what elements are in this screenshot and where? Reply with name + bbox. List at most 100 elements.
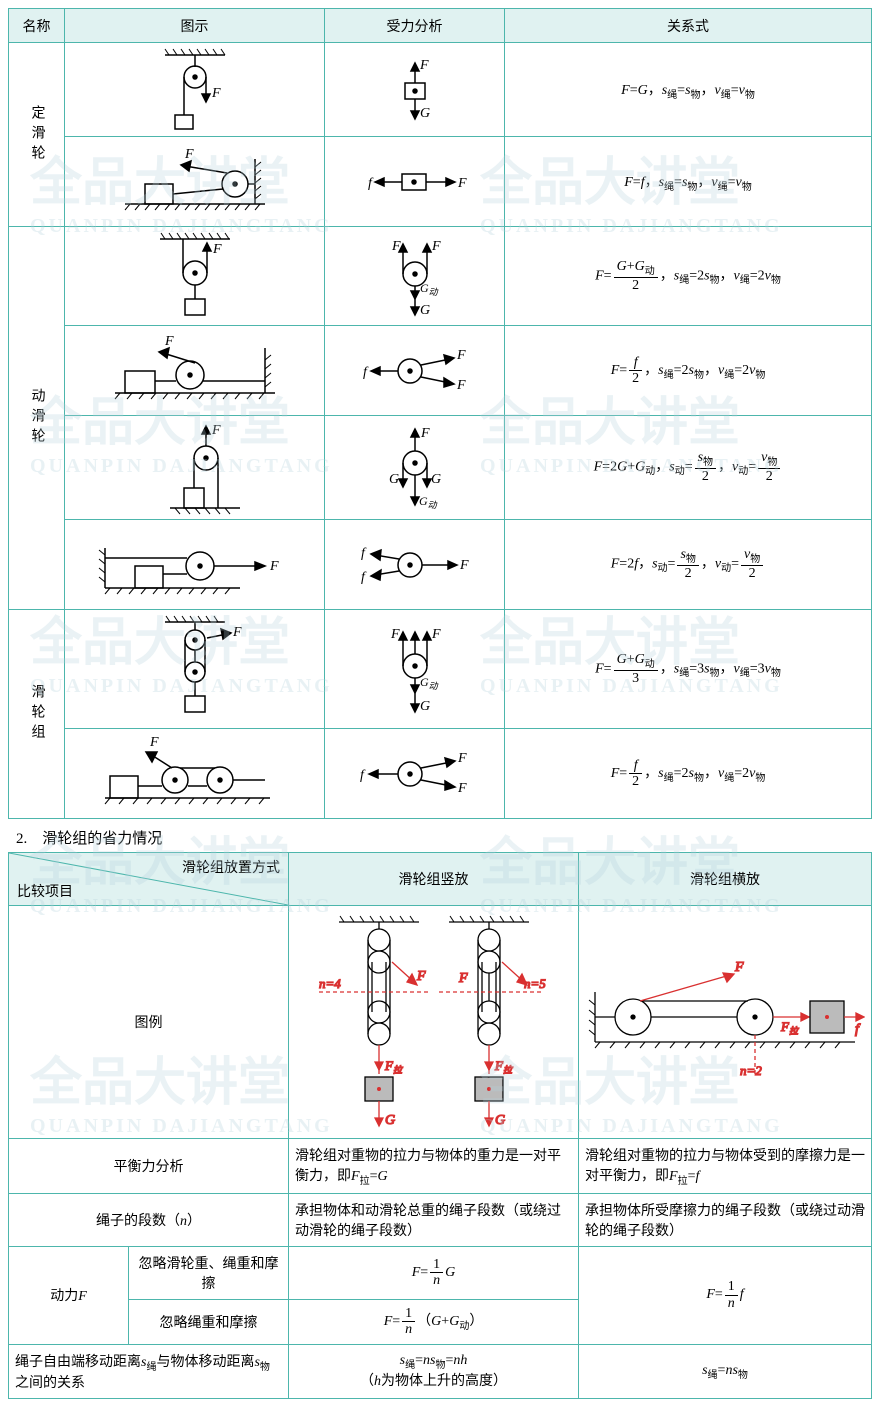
diagonal-header: 滑轮组放置方式 比较项目 [9, 853, 289, 906]
svg-text:F: F [416, 969, 426, 984]
row-force-label: 动力F [9, 1246, 129, 1344]
svg-text:f: f [361, 546, 367, 561]
svg-text:F拉: F拉 [384, 1058, 403, 1075]
svg-text:G: G [420, 699, 430, 714]
svg-text:F: F [431, 239, 441, 254]
svg-text:G: G [385, 1113, 395, 1128]
svg-text:G: G [495, 1113, 505, 1128]
svg-text:F: F [419, 58, 429, 73]
svg-text:F: F [458, 971, 468, 986]
svg-text:F: F [211, 86, 221, 101]
force-sub1-vert: F=1nG [289, 1246, 579, 1299]
svg-text:F: F [212, 242, 222, 257]
relation-movable-h1: F=f2，s绳=2s物，v绳=2v物 [505, 326, 872, 416]
balance-vert: 滑轮组对重物的拉力与物体的重力是一对平衡力，即F拉=G [289, 1139, 579, 1194]
svg-text:F: F [456, 378, 466, 393]
svg-text:F: F [431, 627, 441, 642]
col-force: 受力分析 [325, 9, 505, 43]
col-relation: 关系式 [505, 9, 872, 43]
diagram-movable-h2: F [65, 520, 325, 610]
svg-text:F: F [232, 625, 242, 640]
svg-text:G: G [420, 106, 430, 121]
svg-text:G动: G动 [419, 494, 438, 510]
svg-text:F: F [269, 559, 279, 574]
svg-text:f: f [368, 176, 374, 191]
svg-text:n=2: n=2 [740, 1063, 762, 1078]
force-fixed-v: F G [325, 43, 505, 137]
svg-text:F: F [459, 558, 469, 573]
relation-system-h: F=f2，s绳=2s物，v绳=2v物 [505, 729, 872, 819]
force-fixed-h: f F [325, 137, 505, 227]
force-system-h: f F F [325, 729, 505, 819]
diagram-fixed-v: F [65, 43, 325, 137]
svg-text:F: F [457, 781, 467, 796]
svg-text:G动: G动 [420, 281, 439, 297]
svg-text:n=5: n=5 [524, 976, 546, 991]
diagram-movable-v2: F [65, 416, 325, 520]
col-name: 名称 [9, 9, 65, 43]
row-balance-label: 平衡力分析 [9, 1139, 289, 1194]
svg-text:G: G [389, 472, 399, 487]
svg-text:F: F [164, 334, 174, 349]
relation-movable-v1: F=G+G动2，s绳=2s物，v绳=2v物 [505, 227, 872, 326]
row-example-label: 图例 [9, 906, 289, 1139]
svg-text:F: F [149, 736, 159, 750]
svg-text:f: f [855, 1022, 861, 1037]
force-movable-v1: F F G动 G [325, 227, 505, 326]
balance-horiz: 滑轮组对重物的拉力与物体受到的摩擦力是一对平衡力，即F拉=f [579, 1139, 872, 1194]
relation-system-v: F=G+G动3，s绳=3s物，v绳=3v物 [505, 610, 872, 729]
segments-horiz: 承担物体所受摩擦力的绳子段数（或绕过动滑轮的绳子段数） [579, 1193, 872, 1246]
force-sub2-label: 忽略绳重和摩擦 [129, 1299, 289, 1344]
diagram-system-v: F [65, 610, 325, 729]
svg-text:G动: G动 [420, 675, 439, 691]
svg-text:F: F [391, 239, 401, 254]
svg-text:F: F [211, 423, 221, 438]
relation-movable-h2: F=2f，s动=s物2，v动=v物2 [505, 520, 872, 610]
relation-movable-v2: F=2G+G动，s动=s物2，v动=v物2 [505, 416, 872, 520]
diagram-fixed-h: F [65, 137, 325, 227]
distance-vert: s绳=ns物=nh（h为物体上升的高度） [289, 1344, 579, 1399]
svg-text:F: F [390, 627, 400, 642]
force-horiz: F=1nf [579, 1246, 872, 1344]
force-system-v: F F G动 G [325, 610, 505, 729]
header-row: 名称 图示 受力分析 关系式 [9, 9, 872, 43]
svg-text:F: F [184, 147, 194, 162]
col-vertical: 滑轮组竖放 [289, 853, 579, 906]
relation-fixed-v: F=G，s绳=s物，v绳=v物 [505, 43, 872, 137]
relation-fixed-h: F=f，s绳=s物，v绳=v物 [505, 137, 872, 227]
row-segments-label: 绳子的段数（n） [9, 1193, 289, 1246]
group-movable-pulley: 动滑轮 [9, 227, 65, 610]
example-vertical: n=4 n=5 F F F拉 F拉 [289, 906, 579, 1139]
force-sub2-vert: F=1n（G+G动） [289, 1299, 579, 1344]
force-movable-h1: f F F [325, 326, 505, 416]
pulley-comparison-table: 滑轮组放置方式 比较项目 滑轮组竖放 滑轮组横放 图例 [8, 852, 872, 1399]
pulley-types-table: 名称 图示 受力分析 关系式 定滑轮 F [8, 8, 872, 819]
diagram-movable-v1: F [65, 227, 325, 326]
section-2-title: 2. 滑轮组的省力情况 [16, 827, 872, 848]
svg-text:f: f [363, 365, 369, 380]
svg-text:F: F [420, 426, 430, 441]
diagram-system-h: F [65, 729, 325, 819]
svg-text:F拉: F拉 [780, 1019, 799, 1036]
segments-vert: 承担物体和动滑轮总重的绳子段数（或绕过动滑轮的绳子段数） [289, 1193, 579, 1246]
example-horizontal: F F拉 f n=2 [579, 906, 872, 1139]
svg-text:n=4: n=4 [319, 976, 341, 991]
force-sub1-label: 忽略滑轮重、绳重和摩擦 [129, 1246, 289, 1299]
col-horizontal: 滑轮组横放 [579, 853, 872, 906]
col-diagram: 图示 [65, 9, 325, 43]
diagram-movable-h1: F [65, 326, 325, 416]
group-pulley-system: 滑轮组 [9, 610, 65, 819]
svg-text:F: F [457, 176, 467, 191]
svg-text:F拉: F拉 [494, 1058, 513, 1075]
svg-text:G: G [420, 303, 430, 318]
svg-text:F: F [456, 348, 466, 363]
svg-text:F: F [734, 960, 744, 975]
force-movable-h2: f f F [325, 520, 505, 610]
svg-text:F: F [457, 751, 467, 766]
row-distance-label: 绳子自由端移动距离s绳与物体移动距离s物之间的关系 [9, 1344, 289, 1399]
group-fixed-pulley: 定滑轮 [9, 43, 65, 227]
diag-bottom-label: 比较项目 [17, 881, 73, 901]
force-movable-v2: F G G G动 [325, 416, 505, 520]
diag-top-label: 滑轮组放置方式 [182, 857, 280, 877]
distance-horiz: s绳=ns物 [579, 1344, 872, 1399]
